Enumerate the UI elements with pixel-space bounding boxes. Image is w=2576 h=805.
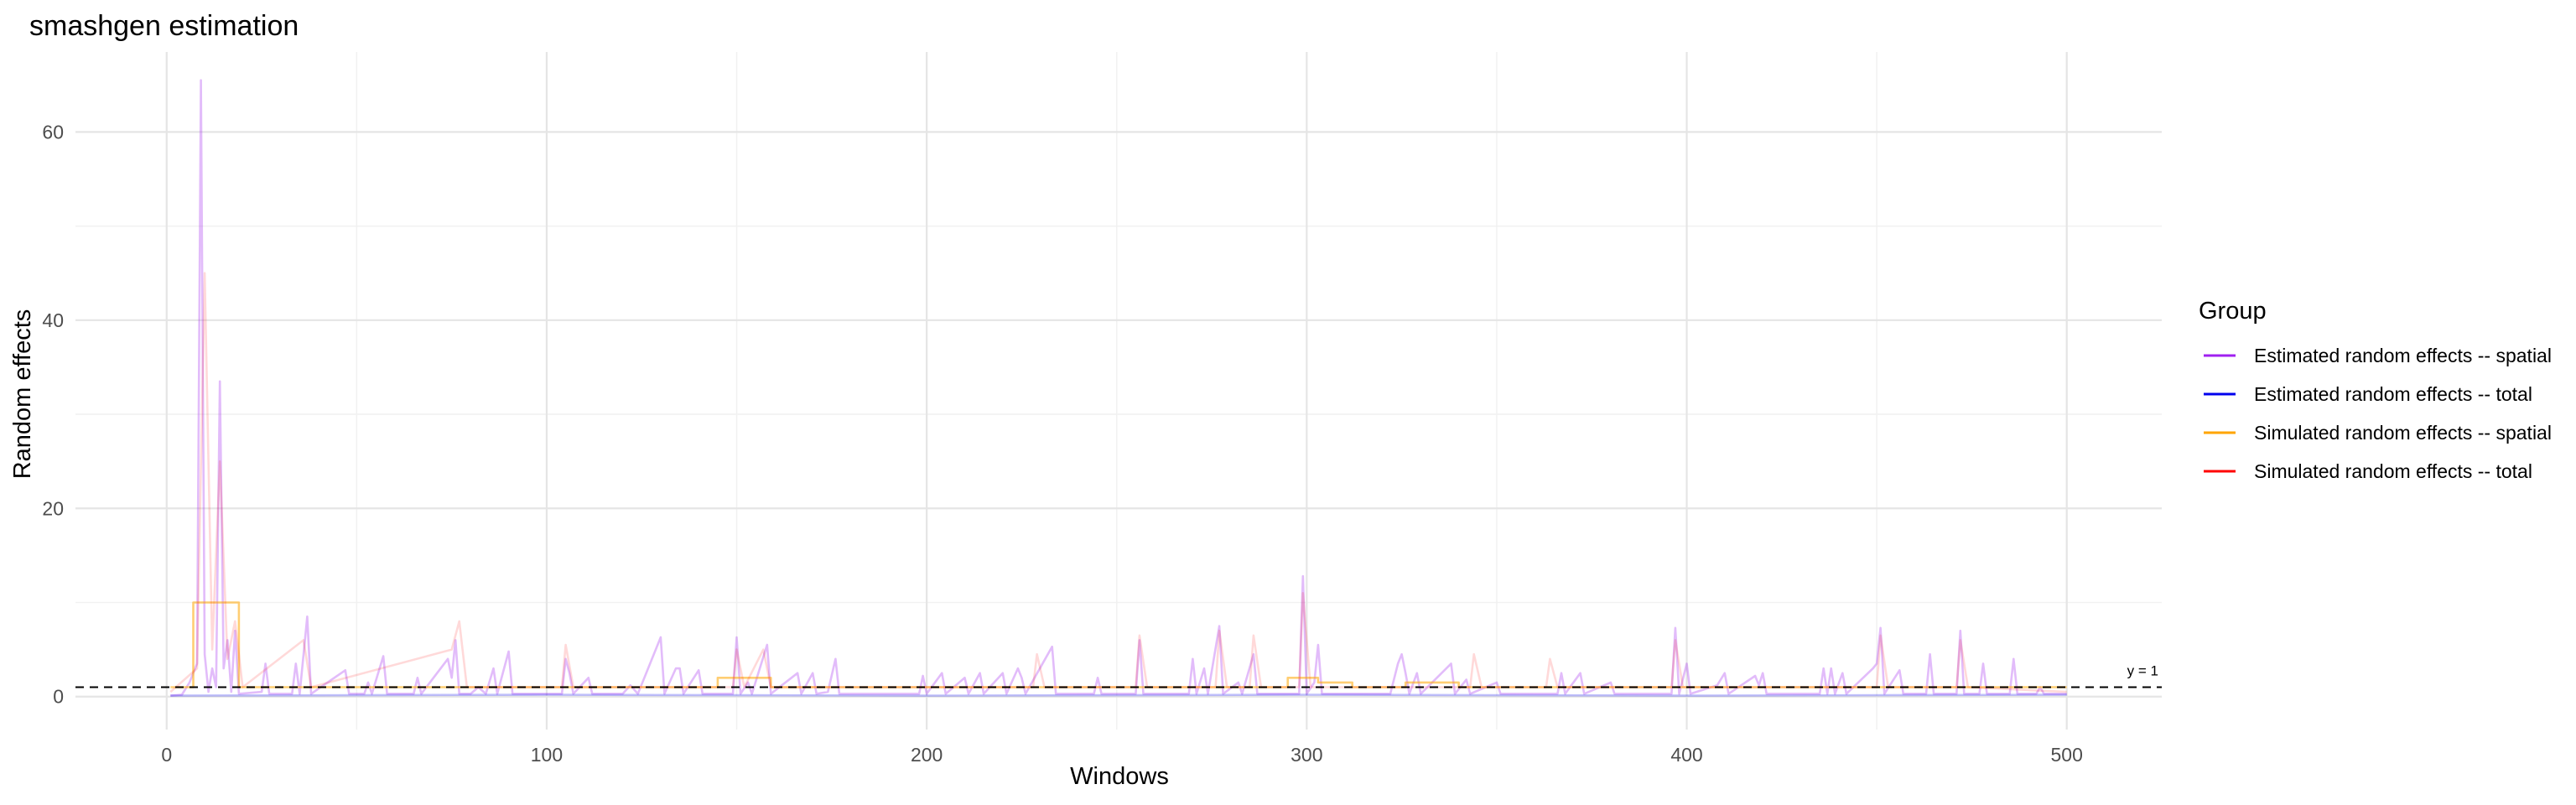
legend-label: Estimated random effects -- total — [2254, 383, 2532, 405]
series-line-1 — [170, 693, 2067, 697]
x-axis-title: Windows — [1070, 763, 1169, 790]
legend-title: Group — [2199, 298, 2267, 325]
x-tick-label: 100 — [531, 744, 563, 766]
legend-label: Simulated random effects -- total — [2254, 460, 2532, 482]
y-tick-label: 20 — [42, 497, 64, 519]
x-tick-label: 0 — [161, 744, 172, 766]
reference-line-label: y = 1 — [2127, 663, 2158, 679]
x-tick-label: 500 — [2051, 744, 2083, 766]
x-tick-label: 300 — [1291, 744, 1322, 766]
series-line-2 — [170, 601, 2067, 688]
legend: Group Estimated random effects -- spatia… — [2199, 298, 2552, 482]
x-axis-ticks: 0 100 200 300 400 500 — [161, 744, 2083, 766]
series-layer — [169, 79, 2067, 697]
y-tick-label: 40 — [42, 309, 64, 331]
y-axis-ticks: 0 20 40 60 — [42, 121, 64, 707]
legend-items: Estimated random effects -- spatial Estim… — [2204, 345, 2552, 482]
chart-title: smashgen estimation — [29, 10, 299, 42]
legend-label: Simulated random effects -- spatial — [2254, 422, 2552, 444]
grid-major — [75, 52, 2162, 730]
x-tick-label: 400 — [1670, 744, 1702, 766]
grid-minor — [75, 52, 2162, 730]
x-tick-label: 200 — [911, 744, 943, 766]
y-axis-title: Random effects — [9, 309, 36, 480]
legend-label: Estimated random effects -- spatial — [2254, 345, 2552, 366]
series-line-0 — [170, 79, 2067, 697]
series-line-3 — [169, 272, 2067, 693]
y-tick-label: 0 — [53, 686, 64, 708]
y-tick-label: 60 — [42, 121, 64, 143]
